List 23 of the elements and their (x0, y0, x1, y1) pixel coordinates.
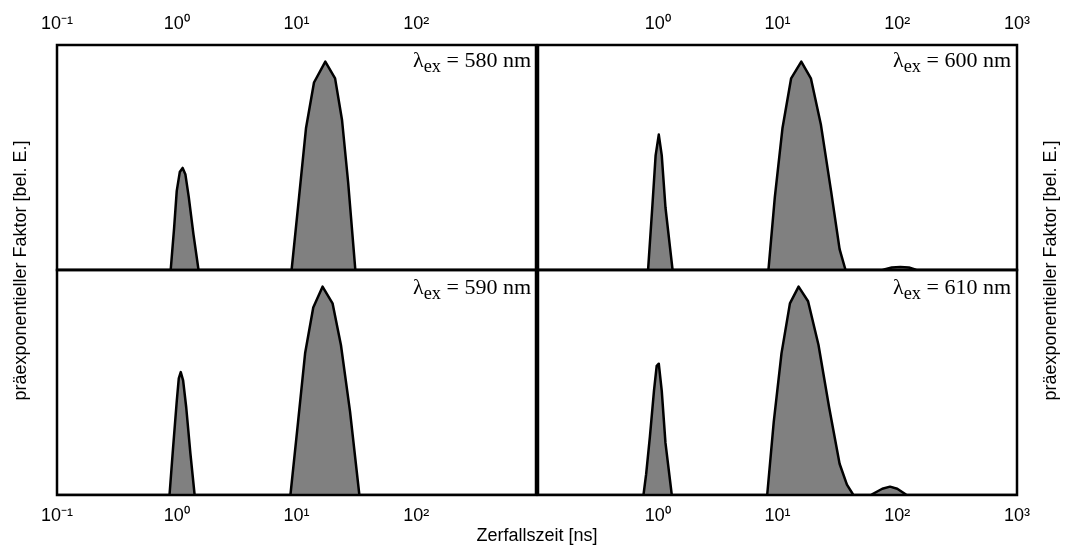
x-tick-label: 10³ (1003, 13, 1031, 34)
x-tick-label: 10¹ (764, 13, 791, 34)
annotation: λ$_{ex}$ = 600 nm (892, 47, 1011, 78)
x-tick-label: 10¹ (764, 504, 791, 525)
x-tick-label: 10⁰ (163, 13, 190, 34)
annotation: λ$_{ex}$ = 610 nm (892, 274, 1011, 305)
x-axis-title: Zerfallszeit [ns] (476, 525, 598, 546)
y-axis-title: präexponentieller Faktor [bel. E.] (9, 139, 31, 401)
x-tick-label: 10⁻¹ (40, 504, 74, 525)
x-tick-label: 10¹ (283, 504, 310, 525)
x-tick-label: 10² (884, 13, 911, 34)
x-tick-label: 10³ (1003, 504, 1031, 525)
annotation: λ$_{ex}$ = 580 nm (412, 47, 531, 78)
x-tick-label: 10² (884, 504, 911, 525)
x-tick-label: 10² (403, 504, 430, 525)
x-tick-label: 10¹ (283, 13, 310, 34)
x-tick-label: 10⁻¹ (40, 13, 74, 34)
x-tick-label: 10⁰ (644, 504, 671, 525)
y-axis-title: präexponentieller Faktor [bel. E.] (1039, 139, 1061, 401)
x-tick-label: 10⁰ (163, 504, 190, 525)
x-tick-label: 10⁰ (644, 13, 671, 34)
annotation: λ$_{ex}$ = 590 nm (412, 274, 531, 305)
x-tick-label: 10² (403, 13, 430, 34)
